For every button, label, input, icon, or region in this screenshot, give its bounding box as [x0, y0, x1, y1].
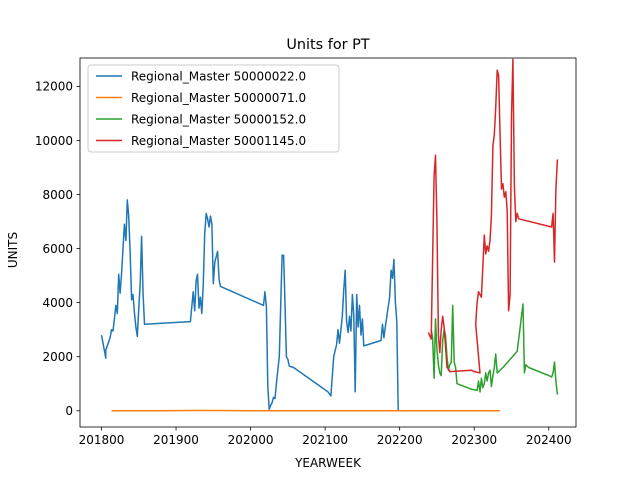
y-tick-label: 4000	[42, 296, 73, 310]
legend-label-4: Regional_Master 50001145.0	[131, 134, 306, 148]
legend: Regional_Master 50000022.0 Regional_Maste…	[88, 65, 339, 152]
legend-label-3: Regional_Master 50000152.0	[131, 113, 306, 127]
chart-title: Units for PT	[286, 37, 369, 53]
x-tick-label: 201800	[79, 433, 125, 447]
legend-label-2: Regional_Master 50000071.0	[131, 91, 306, 105]
y-axis-label: UNITS	[6, 232, 20, 268]
y-tick-label: 10000	[35, 134, 73, 148]
x-tick-label: 202300	[451, 433, 497, 447]
y-tick-label: 8000	[42, 188, 73, 202]
x-tick-label: 202100	[302, 433, 348, 447]
x-tick-label: 202000	[228, 433, 274, 447]
y-tick-label: 0	[65, 404, 73, 418]
x-tick-label: 202400	[526, 433, 572, 447]
x-tick-label: 201900	[153, 433, 199, 447]
y-tick-label: 6000	[42, 242, 73, 256]
x-axis-label: YEARWEEK	[294, 456, 362, 470]
legend-label-1: Regional_Master 50000022.0	[131, 70, 306, 84]
x-tick-label: 202200	[377, 433, 423, 447]
y-tick-label: 2000	[42, 350, 73, 364]
y-tick-label: 12000	[35, 80, 73, 94]
